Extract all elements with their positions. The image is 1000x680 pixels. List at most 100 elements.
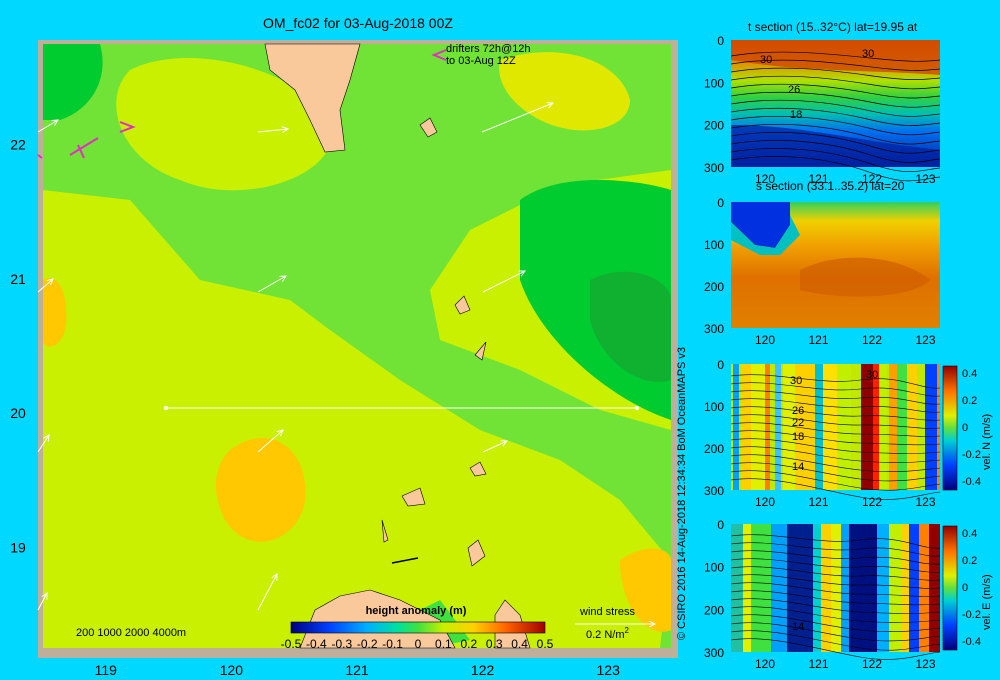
section-x-tick-label: 122 [862, 495, 882, 509]
velocity-stripe [877, 524, 889, 652]
land-taiwan [264, 43, 361, 153]
section-y-tick-label: 100 [704, 76, 724, 90]
map-x-tick-label: 120 [220, 662, 244, 678]
wind-legend-value-text: 0.2 N/m [586, 629, 625, 641]
contour-line [730, 598, 941, 614]
ve-colorbar [942, 525, 958, 651]
contour-label: 26 [788, 84, 800, 96]
section-y-tick-label: 0 [717, 34, 724, 48]
field-green-northwest [43, 44, 103, 120]
velocity-stripe [765, 364, 770, 490]
section-tick-labels: 120 121 122 123 0 100 200 300 120 121 122 123 0 100 20… [704, 34, 936, 671]
section-y-tick-label: 0 [717, 358, 724, 372]
section-x-tick-label: 122 [862, 172, 882, 186]
contour-line [730, 534, 941, 549]
wind-arrow [37, 593, 47, 611]
velocity-stripe [901, 524, 909, 652]
contour-line [730, 606, 941, 623]
wind-arrows [37, 103, 553, 611]
velocity-colorbar-tick-label: -0.4 [962, 476, 981, 488]
section-x-tick-label: 121 [808, 172, 828, 186]
velocity-stripe [849, 524, 877, 652]
contour-line [730, 91, 941, 108]
section-x-tick-label: 121 [808, 333, 828, 347]
velocity-colorbar-tick-label: 0 [962, 582, 968, 594]
section-y-tick-label: 100 [704, 400, 724, 414]
field-yellow-northeast [499, 52, 630, 131]
colorbar [290, 621, 546, 634]
contour-line [730, 630, 941, 651]
section-y-tick-label: 100 [704, 238, 724, 252]
velocity-stripe [733, 364, 739, 490]
s-section-high-core [800, 257, 930, 297]
contour-line [730, 67, 941, 81]
contour-label: 26 [792, 405, 804, 417]
contour-line [730, 550, 941, 565]
velocity-stripe [741, 364, 751, 490]
wind-arrow [481, 103, 553, 133]
map-x-tick-label: 121 [345, 662, 369, 678]
section-y-tick-label: 200 [704, 603, 724, 617]
contour-line [730, 542, 941, 557]
colorbar-tick-label: 0 [415, 637, 422, 651]
contour-label: 30 [790, 375, 802, 387]
contour-line [730, 430, 941, 446]
wind-arrow [482, 271, 525, 293]
land-island-7 [467, 539, 486, 567]
drifter-tracks [37, 49, 447, 159]
wind-arrow [257, 430, 283, 453]
velocity-colorbar-tick-label: 0 [962, 422, 968, 434]
colorbar-tick-label: 0.5 [537, 637, 554, 651]
colorbar-tick-label: -0.3 [331, 637, 352, 651]
map-x-tick-label: 119 [95, 662, 118, 678]
section-y-tick-label: 300 [704, 161, 724, 175]
main-map: 200 1000 2000 4000m drifters 72h@12h to … [10, 40, 678, 678]
velocity-colorbar-tick-label: -0.4 [962, 636, 981, 648]
colorbar-tick-label: 0.1 [435, 637, 452, 651]
contour-label: 18 [792, 431, 804, 443]
t-section-warm-layer [731, 40, 940, 75]
section-y-tick-label: 200 [704, 280, 724, 294]
section-x-tick-label: 123 [915, 657, 935, 671]
velocity-stripe [823, 364, 837, 490]
contour-line [730, 582, 941, 597]
velocity-stripe [787, 524, 813, 652]
velocity-stripe [889, 364, 897, 490]
contour-line [730, 470, 941, 491]
contour-line [730, 123, 941, 145]
field-orange-west [43, 278, 67, 347]
map-y-tick-label: 22 [10, 137, 26, 153]
credit-text: © CSIRO 2016 14-Aug-2018 12:34:34 BoM Oc… [676, 346, 688, 640]
contour-label: 18 [790, 109, 802, 121]
drifter-track [69, 137, 99, 159]
vn-colorbar [942, 365, 958, 491]
section-x-tick-label: 120 [755, 333, 775, 347]
colorbar-tick-label: -0.2 [357, 637, 378, 651]
contour-line [730, 462, 941, 482]
field-green-north [43, 44, 671, 648]
vn-section-stripes [733, 364, 940, 490]
section-x-tick-label: 121 [808, 657, 828, 671]
contour-line [730, 140, 941, 163]
chart-title: OM_fc02 for 03-Aug-2018 00Z [263, 15, 453, 31]
contour-line [730, 51, 941, 62]
vn-section-contours [730, 374, 941, 500]
velocity-stripe [937, 364, 940, 490]
contour-line [730, 566, 941, 581]
contour-line [730, 574, 941, 589]
map-y-tick-label: 19 [10, 539, 26, 555]
contour-line [730, 107, 941, 126]
section-line-end [635, 406, 639, 410]
section-y-tick-label: 300 [704, 646, 724, 660]
section-x-tick-label: 123 [915, 172, 935, 186]
contour-line [730, 454, 941, 473]
land-island-5 [401, 487, 426, 507]
drifter-track [119, 121, 136, 133]
contour-line [730, 638, 941, 660]
contour-line [730, 75, 941, 90]
contour-line [730, 590, 941, 606]
contour-line [730, 622, 941, 642]
colorbar-tick-label: 0.4 [511, 637, 528, 651]
section-x-tick-label: 120 [755, 657, 775, 671]
contour-label: 22 [792, 417, 804, 429]
